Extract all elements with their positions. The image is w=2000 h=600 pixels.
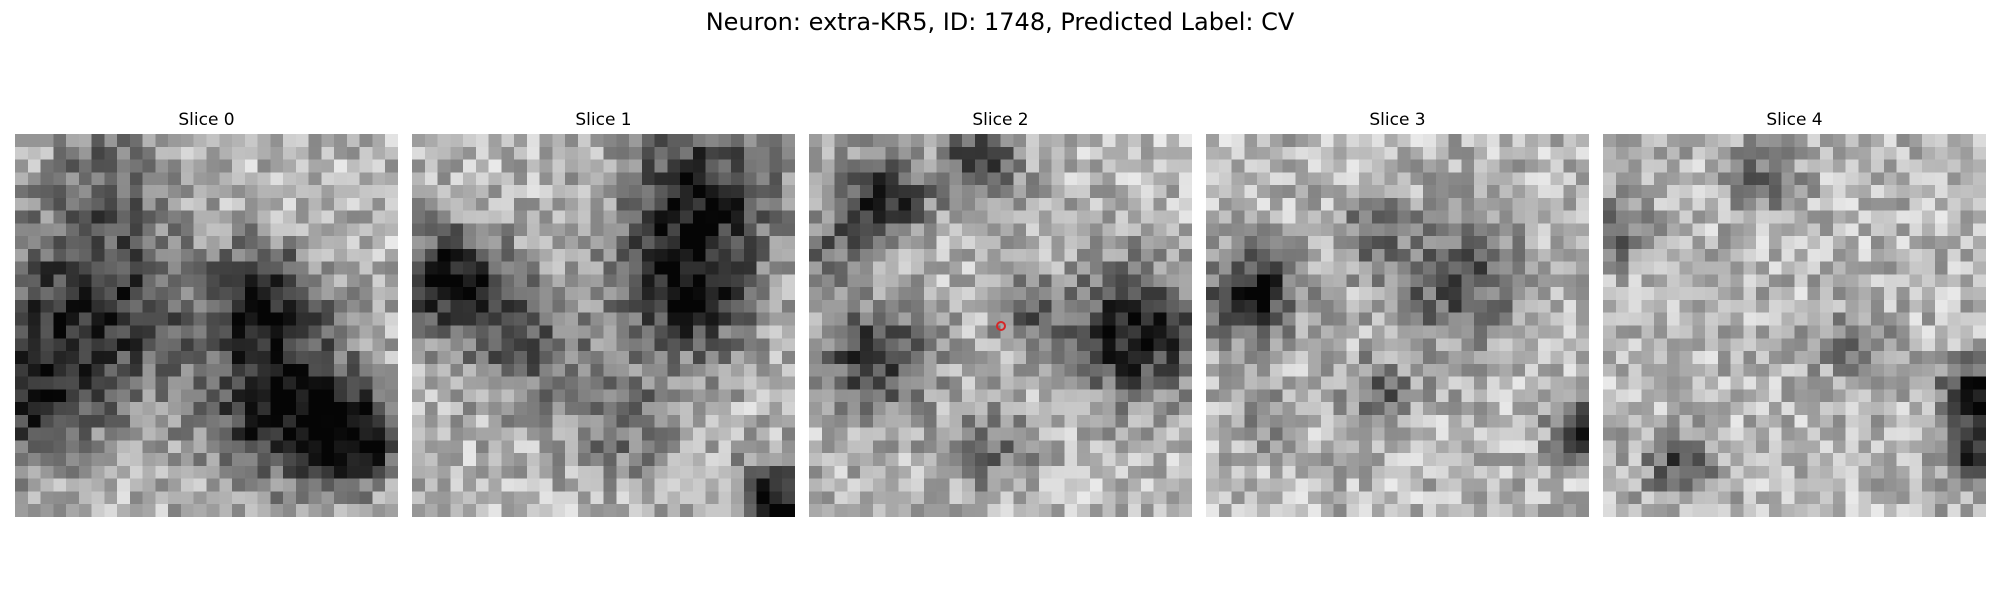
slice-image [15, 134, 398, 517]
slice-title: Slice 4 [1766, 110, 1823, 130]
figure-title: Neuron: extra-KR5, ID: 1748, Predicted L… [705, 8, 1295, 36]
slice-title: Slice 1 [575, 110, 632, 130]
slice-image [1206, 134, 1589, 517]
slice-title: Slice 3 [1369, 110, 1426, 130]
slice-title: Slice 0 [178, 110, 235, 130]
slice-image [1603, 134, 1986, 517]
slice-image [412, 134, 795, 517]
slice-title: Slice 2 [972, 110, 1029, 130]
target-marker [995, 320, 1006, 331]
